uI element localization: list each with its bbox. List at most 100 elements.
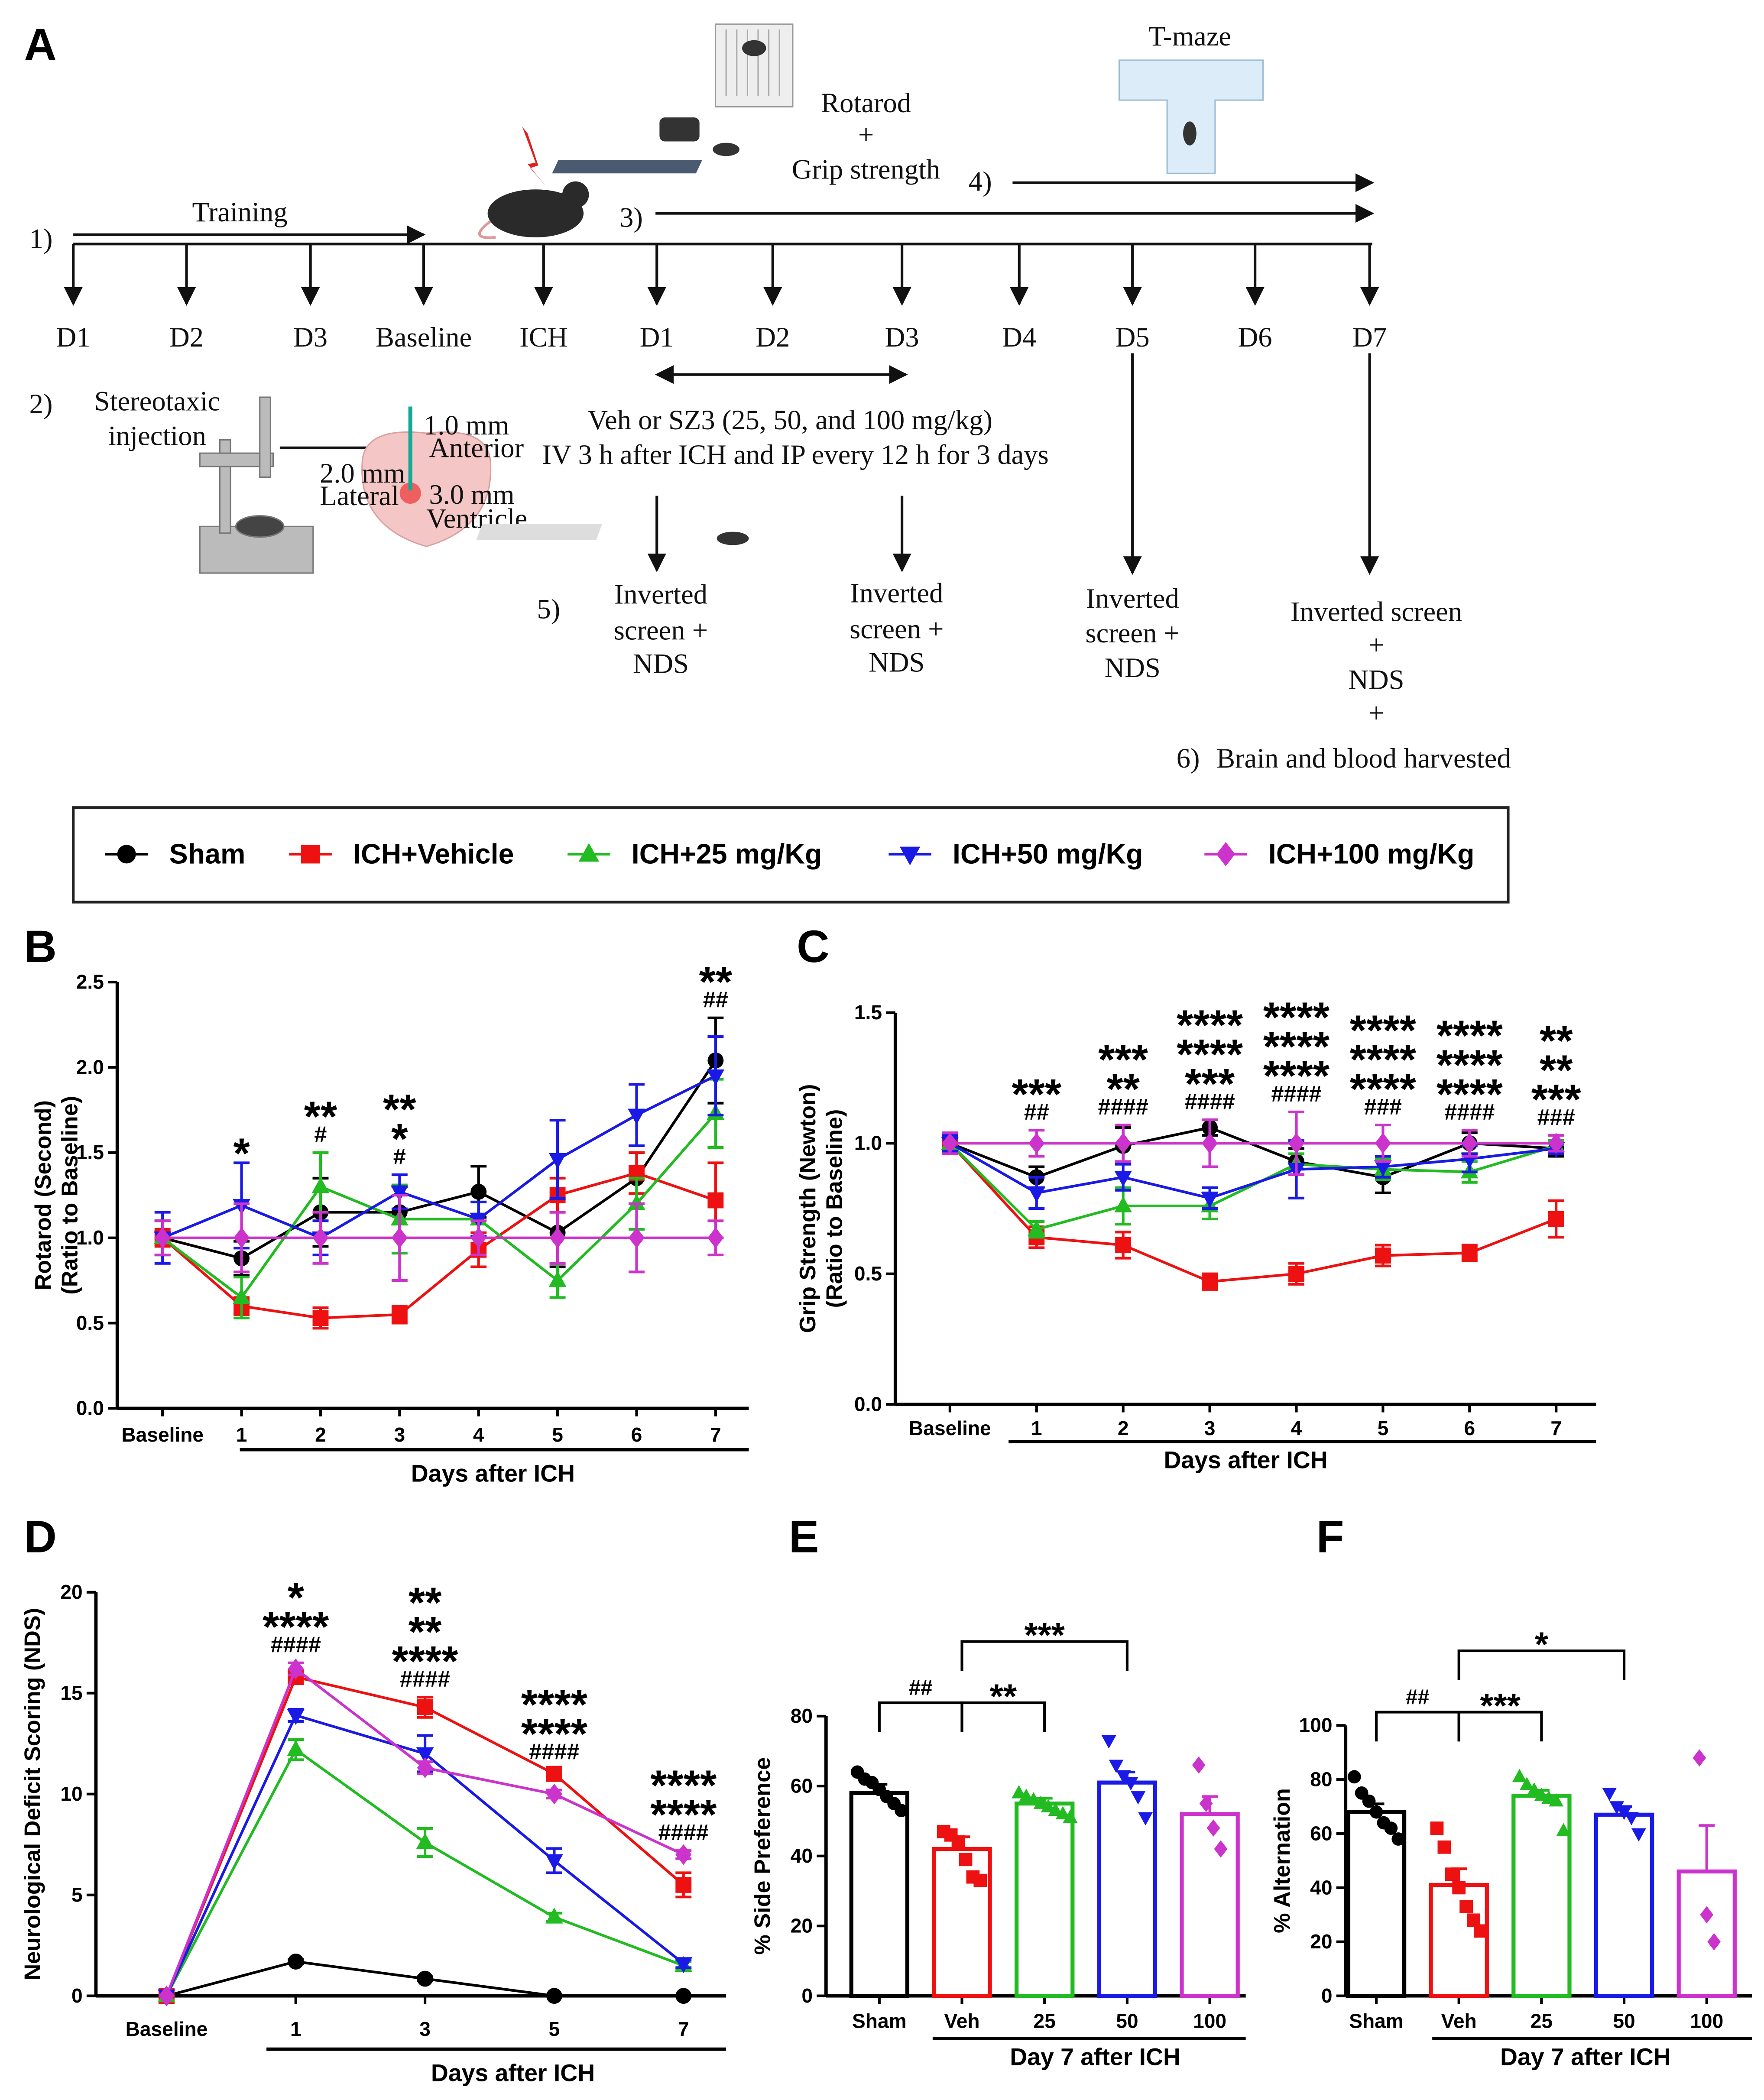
marker (233, 1288, 250, 1304)
marker (1707, 1933, 1721, 1951)
marker (1609, 1801, 1625, 1815)
dim: Lateral (320, 480, 399, 511)
significance: **** (650, 1761, 717, 1809)
series-line (162, 1060, 717, 1260)
marker (1624, 1812, 1639, 1826)
y-tick-label: 80 (1310, 1768, 1332, 1791)
x-tick-label: 1 (1031, 1417, 1042, 1439)
marker (1375, 1248, 1391, 1264)
marker (1549, 1793, 1564, 1807)
marker (288, 1658, 304, 1679)
panel-label: C (797, 921, 830, 972)
marker (545, 1854, 563, 1870)
marker (1548, 1211, 1564, 1227)
x-tick-label: 50 (1613, 2009, 1635, 2032)
assessment: NDS (633, 648, 689, 679)
timepoint: D5 (1115, 321, 1150, 353)
significance: **** (1177, 1001, 1243, 1049)
marker (675, 1876, 692, 1893)
significance: *** (1098, 1036, 1148, 1083)
significance: ** (304, 1093, 337, 1141)
y-tick-label: 60 (791, 1775, 813, 1797)
screen-icon (476, 524, 603, 540)
marker (1437, 1840, 1451, 1854)
significance: * (288, 1574, 305, 1621)
significance: #### (271, 1632, 321, 1657)
x-tick-label: 1 (236, 1423, 247, 1446)
marker (417, 1970, 433, 1987)
panel-label: A (24, 19, 57, 70)
marker (1123, 1777, 1138, 1791)
step: 5) (537, 593, 560, 625)
significance: **** (392, 1637, 458, 1685)
label: Stereotaxic (94, 386, 220, 417)
y-axis-label: % Alternation (1270, 1788, 1295, 1933)
x-tick-label: Veh (944, 2009, 980, 2032)
marker (899, 846, 921, 865)
significance: ** (990, 1677, 1017, 1715)
panel-label: E (789, 1511, 819, 1562)
y-tick-label: 40 (791, 1844, 813, 1867)
marker (675, 1988, 692, 2004)
timepoint: D3 (293, 321, 328, 353)
label: Grip strength (792, 154, 940, 185)
x-tick-label: 3 (419, 2018, 431, 2040)
x-tick-label: 4 (473, 1423, 484, 1446)
y-tick-label: 0.5 (854, 1262, 882, 1285)
mouse-icon (717, 531, 749, 545)
assessment: Inverted (1086, 583, 1179, 614)
marker (1347, 1770, 1361, 1784)
marker (1012, 1785, 1026, 1799)
significance: # (393, 1144, 406, 1169)
mouse-icon (1183, 121, 1197, 146)
marker (1115, 1237, 1132, 1253)
x-axis-label: Day 7 after ICH (1500, 2044, 1671, 2071)
marker (895, 1804, 908, 1818)
bar (1180, 1812, 1240, 1998)
significance: ** (1106, 1065, 1140, 1113)
mouse-icon (713, 143, 739, 156)
dim: 3.0 mm (429, 479, 514, 510)
marker (1384, 1821, 1398, 1835)
x-tick-label: Veh (1441, 2009, 1477, 2032)
y-tick-label: 15 (60, 1682, 82, 1704)
marker (1512, 1769, 1527, 1782)
marker (578, 843, 600, 862)
marker (707, 1069, 725, 1086)
y-axis-label: (Ratio to Baseline) (822, 1109, 847, 1308)
marker (312, 1227, 329, 1248)
mouse-icon (487, 189, 584, 237)
significance: **** (1350, 1007, 1417, 1054)
marker (1362, 1794, 1376, 1808)
marker (1474, 1924, 1488, 1938)
x-tick-label: 50 (1116, 2009, 1138, 2032)
y-tick-label: 60 (1310, 1822, 1332, 1844)
assessment: Inverted screen (1291, 596, 1462, 627)
marker (1033, 1795, 1048, 1809)
timepoint: ICH (519, 321, 567, 353)
y-tick-label: 20 (791, 1915, 813, 1937)
label: injection (108, 420, 206, 451)
significance: ** (1540, 1046, 1573, 1094)
significance: **** (1436, 1070, 1503, 1118)
marker (1288, 1266, 1304, 1282)
series-line (162, 1074, 717, 1240)
marker (707, 1192, 724, 1209)
marker (1048, 1802, 1063, 1816)
x-tick-label: 5 (549, 2018, 560, 2040)
y-tick-label: 0.5 (76, 1312, 104, 1334)
x-tick-label: 25 (1531, 2009, 1553, 2032)
grip-platform (552, 160, 702, 174)
marker (628, 1194, 645, 1210)
series-line (949, 1142, 1556, 1200)
marker (942, 1133, 958, 1154)
marker (1028, 1220, 1046, 1236)
significance: **** (1263, 1052, 1330, 1100)
chart: E 0 20 40 60 80 Sham Veh 25 50 100 Day 7 after ICH%… (750, 1511, 1246, 2071)
mouse-icon (742, 40, 766, 56)
x-tick-label: 4 (1291, 1417, 1302, 1439)
x-tick-label: Sham (852, 2009, 907, 2032)
assessment: screen + (614, 615, 708, 646)
marker (391, 1306, 408, 1323)
